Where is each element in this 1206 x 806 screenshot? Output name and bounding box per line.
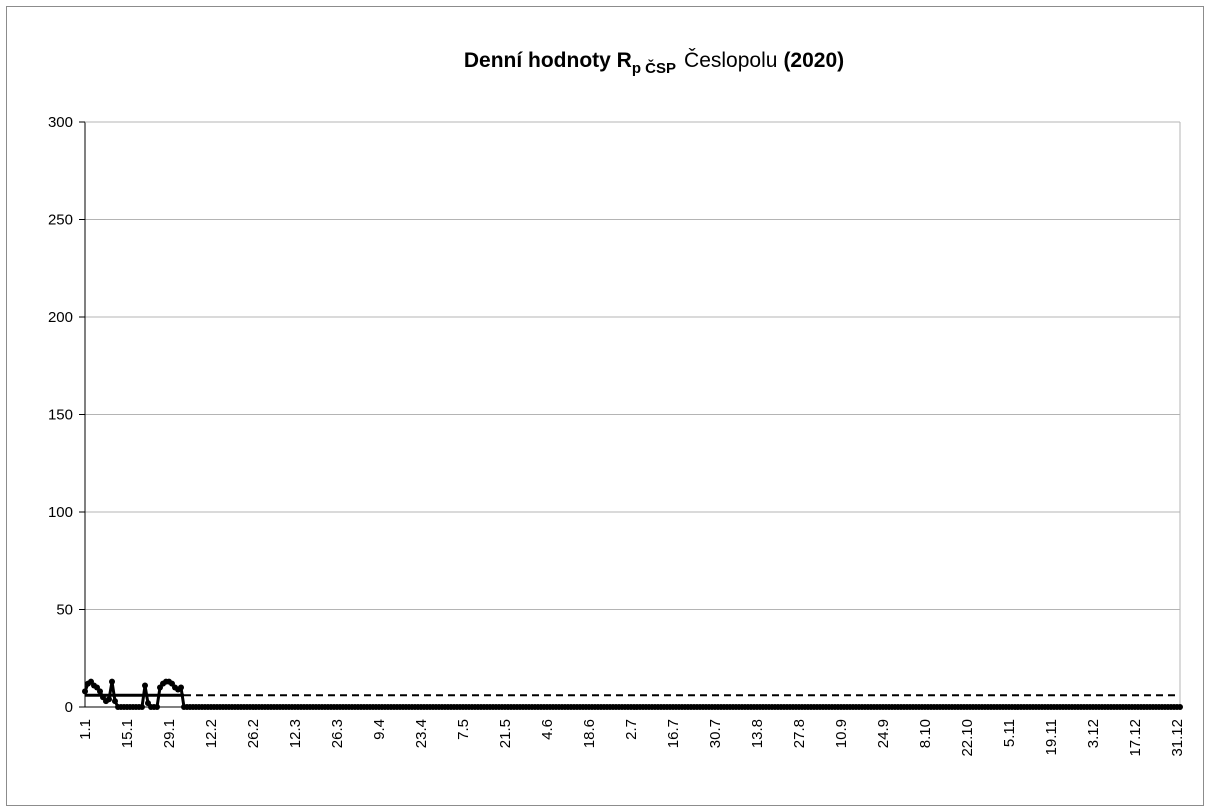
- data-point: [142, 682, 148, 689]
- x-tick-label: 5.11: [1001, 719, 1018, 747]
- y-tick-label: 150: [48, 407, 73, 424]
- x-tick-label: 26.3: [329, 719, 346, 748]
- x-tick-label: 9.4: [371, 719, 388, 740]
- data-point: [178, 684, 184, 691]
- x-tick-label: 8.10: [917, 719, 934, 748]
- x-tick-label: 3.12: [1085, 719, 1102, 748]
- x-tick-label: 26.2: [245, 719, 262, 748]
- y-tick-label: 50: [56, 602, 73, 619]
- data-point: [1177, 704, 1183, 710]
- x-tick-label: 7.5: [455, 719, 472, 740]
- x-tick-label: 2.7: [623, 719, 640, 740]
- x-tick-label: 29.1: [161, 719, 178, 748]
- data-point: [139, 704, 145, 710]
- title-year: (2020): [783, 49, 844, 72]
- x-tick-label: 17.12: [1127, 719, 1144, 757]
- x-tick-label: 12.3: [287, 719, 304, 748]
- x-tick-label: 23.4: [413, 719, 430, 748]
- y-tick-label: 250: [48, 212, 73, 229]
- grid: [85, 121, 1180, 610]
- data-point: [106, 696, 112, 703]
- x-tick-label: 15.1: [119, 719, 136, 748]
- y-tick-label: 200: [48, 309, 73, 326]
- data-point: [112, 698, 118, 705]
- x-axis-ticks: 1.1 15.1 29.1 12.2 26.2 12.3 26.3 9.4 23.4 7.5 21.…: [77, 719, 1186, 757]
- x-tick-label: 4.6: [539, 719, 556, 740]
- y-tick-label: 0: [65, 699, 73, 716]
- x-tick-label: 19.11: [1043, 719, 1060, 755]
- x-tick-label: 16.7: [665, 719, 682, 748]
- x-tick-label: 12.2: [203, 719, 220, 748]
- x-tick-label: 18.6: [581, 719, 598, 748]
- x-tick-label: 30.7: [707, 719, 724, 748]
- x-tick-label: 10.9: [833, 719, 850, 748]
- x-tick-label: 21.5: [497, 719, 514, 748]
- data-point: [109, 678, 115, 685]
- x-tick-label: 13.8: [749, 719, 766, 748]
- x-tick-label: 31.12: [1169, 719, 1186, 757]
- series-group: [82, 678, 1183, 710]
- title-bold: Denní hodnoty R: [464, 49, 632, 72]
- x-tick-label: 27.8: [791, 719, 808, 748]
- y-tick-label: 100: [48, 504, 73, 521]
- chart-title: Denní hodnoty Rp ČSP Česlopolu (2020): [464, 49, 844, 77]
- data-point: [154, 704, 160, 710]
- x-tick-label: 22.10: [959, 719, 976, 757]
- y-tick-label: 300: [48, 114, 73, 131]
- data-point: [82, 688, 88, 695]
- x-tick-label: 1.1: [77, 719, 94, 740]
- chart-frame: [6, 6, 1204, 806]
- x-tick-label: 24.9: [875, 719, 892, 748]
- y-axis-ticks: 0 50 100 150 200 250 300: [48, 114, 73, 716]
- data-point: [97, 688, 103, 695]
- title-normal: Česlopolu: [684, 49, 777, 72]
- title-subscript: p ČSP: [632, 59, 676, 77]
